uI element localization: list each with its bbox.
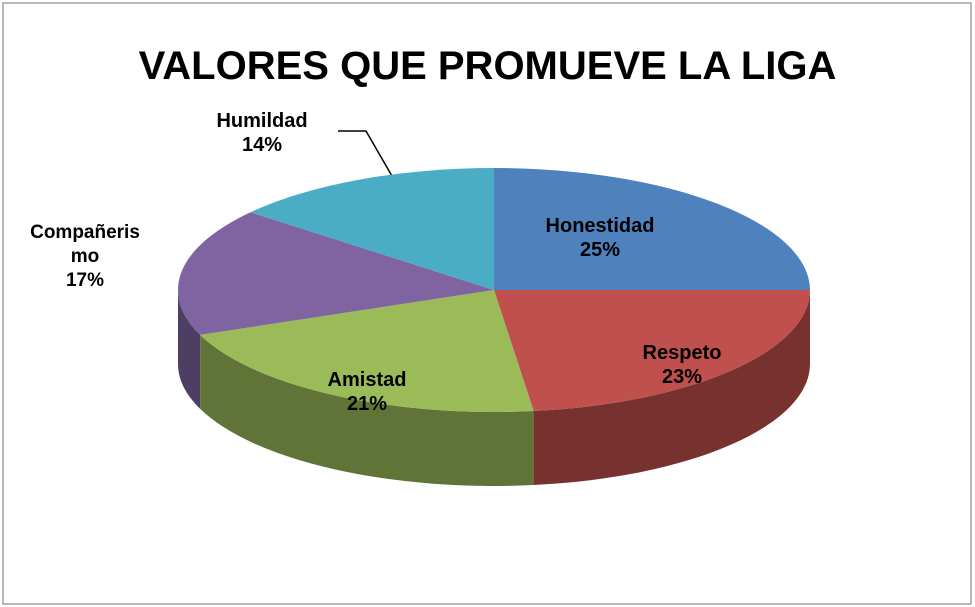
data-label: Honestidad 25%	[510, 214, 690, 262]
slice	[200, 290, 534, 412]
data-label: Humildad 14%	[182, 109, 342, 157]
category-label: Amistad	[327, 369, 407, 391]
chart-title: VALORES QUE PROMUEVE LA LIGA	[138, 44, 837, 88]
category-label: Compañerismo	[30, 222, 140, 267]
data-label: Amistad 21%	[287, 368, 447, 416]
category-label: Honestidad	[545, 215, 655, 237]
category-label: Respeto	[642, 342, 722, 364]
value-label: 21%	[346, 393, 388, 415]
slice-side	[533, 290, 810, 486]
slice-side	[200, 334, 534, 486]
data-label: Compañerismo 17%	[29, 221, 141, 293]
slice	[494, 290, 810, 412]
value-label: 17%	[65, 270, 105, 291]
value-label: 23%	[661, 366, 703, 388]
slice	[250, 168, 494, 290]
slice	[178, 212, 494, 335]
data-label: Respeto 23%	[602, 341, 762, 389]
value-label: 25%	[579, 239, 621, 261]
slice-side	[178, 290, 201, 409]
leader-line	[338, 130, 393, 177]
slice	[494, 168, 810, 290]
category-label: Humildad	[216, 110, 308, 132]
value-label: 14%	[241, 134, 283, 156]
